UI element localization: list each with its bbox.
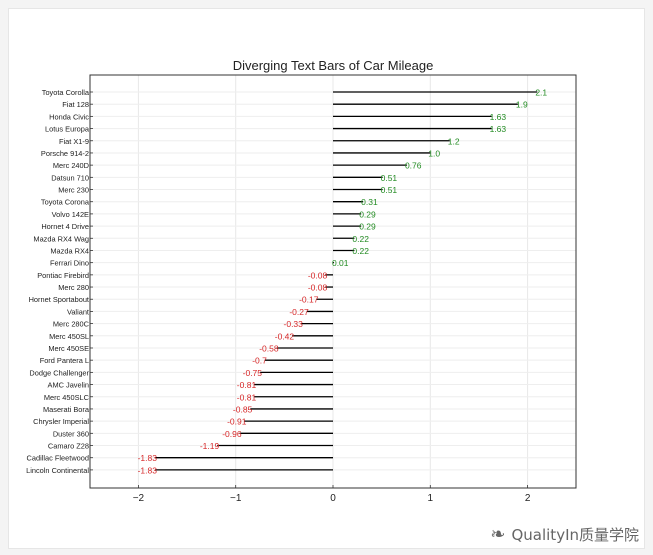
category-tick-label: Pontiac Firebird bbox=[37, 271, 89, 280]
figure-frame bbox=[8, 8, 645, 549]
category-tick-label: Toyota Corona bbox=[41, 198, 90, 207]
data-label: -0.27 bbox=[289, 307, 309, 317]
data-label: -0.33 bbox=[284, 319, 304, 329]
data-label: -0.08 bbox=[308, 270, 328, 280]
watermark-text: QualityIn质量学院 bbox=[511, 526, 639, 544]
category-tick-label: Merc 230 bbox=[58, 186, 89, 195]
x-tick-label: −2 bbox=[133, 493, 145, 504]
category-tick-label: Cadillac Fleetwood bbox=[27, 454, 89, 463]
category-tick-label: Camaro Z28 bbox=[48, 442, 89, 451]
category-tick-label: Ferrari Dino bbox=[50, 259, 89, 268]
category-tick-label: Merc 280C bbox=[53, 320, 90, 329]
category-tick-label: Honda Civic bbox=[49, 112, 89, 121]
data-label: 1.63 bbox=[490, 112, 507, 122]
category-tick-label: Fiat 128 bbox=[62, 100, 89, 109]
x-tick-label: 0 bbox=[330, 493, 336, 504]
category-tick-label: Ford Pantera L bbox=[40, 356, 89, 365]
data-label: -1.83 bbox=[138, 453, 158, 463]
data-label: -0.42 bbox=[275, 331, 295, 341]
x-tick-label: 2 bbox=[525, 493, 531, 504]
category-tick-label: Datsun 710 bbox=[51, 173, 89, 182]
category-tick-label: Chrysler Imperial bbox=[33, 417, 89, 426]
category-tick-label: Toyota Corolla bbox=[42, 88, 90, 97]
data-label: -1.83 bbox=[138, 465, 158, 475]
data-label: -0.17 bbox=[299, 295, 319, 305]
data-label: 1.0 bbox=[428, 148, 440, 158]
category-tick-label: Hornet 4 Drive bbox=[41, 222, 89, 231]
data-label: 0.29 bbox=[359, 222, 376, 232]
data-label: -0.91 bbox=[227, 417, 247, 427]
category-tick-label: Volvo 142E bbox=[52, 210, 89, 219]
category-tick-label: Mazda RX4 bbox=[50, 246, 89, 255]
category-tick-label: Hornet Sportabout bbox=[29, 295, 89, 304]
data-label: 0.22 bbox=[352, 234, 369, 244]
data-label: 1.2 bbox=[448, 136, 460, 146]
category-tick-label: Lotus Europa bbox=[45, 125, 90, 134]
chart-title: Diverging Text Bars of Car Mileage bbox=[233, 58, 434, 73]
data-label: 1.63 bbox=[490, 124, 507, 134]
data-label: 0.51 bbox=[381, 173, 398, 183]
data-label: 1.9 bbox=[516, 100, 528, 110]
data-label: -0.08 bbox=[308, 283, 328, 293]
data-label: -0.81 bbox=[237, 380, 257, 390]
category-tick-label: Merc 450SE bbox=[48, 344, 89, 353]
category-tick-label: Lincoln Continental bbox=[26, 466, 89, 475]
data-label: 0.29 bbox=[359, 209, 376, 219]
data-label: 0.76 bbox=[405, 161, 422, 171]
data-label: 0.01 bbox=[332, 258, 349, 268]
category-labels-layer: Toyota Corolla Fiat 128 Honda Civic Lotus E… bbox=[26, 88, 90, 475]
data-label: -0.96 bbox=[222, 429, 242, 439]
category-tick-label: Maserati Bora bbox=[43, 405, 90, 414]
category-tick-label: Merc 450SLC bbox=[44, 393, 90, 402]
value-labels-layer: 2.11.91.631.631.21.00.760.510.510.310.29… bbox=[138, 88, 548, 476]
data-label: -0.7 bbox=[252, 356, 267, 366]
category-tick-label: Valiant bbox=[67, 307, 89, 316]
category-tick-label: Merc 240D bbox=[53, 161, 89, 170]
category-tick-label: AMC Javelin bbox=[48, 381, 89, 390]
data-label: 0.22 bbox=[352, 246, 369, 256]
x-tick-label: −1 bbox=[230, 493, 242, 504]
bars-layer bbox=[154, 91, 538, 471]
watermark: ❧ QualityIn质量学院 bbox=[490, 524, 639, 545]
grid-layer bbox=[90, 75, 576, 488]
data-label: 0.51 bbox=[381, 185, 398, 195]
data-label: 2.1 bbox=[535, 88, 547, 98]
category-tick-label: Merc 450SL bbox=[49, 332, 89, 341]
data-label: -1.19 bbox=[200, 441, 220, 451]
x-axis-ticks: −2 −1 0 1 2 bbox=[90, 91, 531, 504]
category-tick-label: Fiat X1-9 bbox=[59, 137, 89, 146]
category-tick-label: Dodge Challenger bbox=[29, 368, 89, 377]
category-tick-label: Porsche 914-2 bbox=[41, 149, 89, 158]
data-label: -0.75 bbox=[243, 368, 263, 378]
category-tick-label: Mazda RX4 Wag bbox=[33, 234, 89, 243]
x-tick-label: 1 bbox=[428, 493, 434, 504]
data-label: -0.81 bbox=[237, 392, 257, 402]
wechat-icon: ❧ bbox=[490, 523, 506, 545]
data-label: 0.31 bbox=[361, 197, 378, 207]
data-label: -0.58 bbox=[259, 343, 279, 353]
data-label: -0.85 bbox=[233, 404, 253, 414]
category-tick-label: Merc 280 bbox=[58, 283, 89, 292]
category-tick-label: Duster 360 bbox=[53, 429, 89, 438]
